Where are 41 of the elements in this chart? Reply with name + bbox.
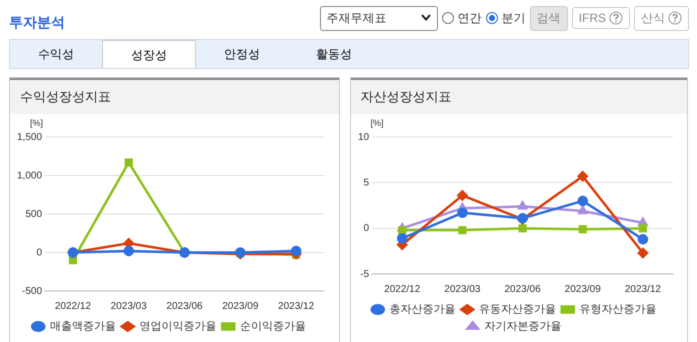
x-tick-label: 2022/12	[384, 284, 420, 295]
y-tick-label: 0	[363, 223, 370, 234]
y-tick-label: 500	[25, 208, 42, 220]
text: IFRS	[572, 7, 630, 29]
legend-label: 순이익증가율	[240, 320, 306, 333]
y-tick-label: -5	[360, 268, 370, 280]
y-axis-title: [%]	[30, 118, 44, 128]
legend-label: 총자산증가율	[388, 304, 455, 316]
text: 연간	[458, 10, 482, 26]
text: 산식	[634, 6, 689, 30]
text: 안정성	[223, 46, 261, 63]
legend-label: 유형자산증가율	[578, 304, 656, 316]
text: 성장성	[102, 40, 196, 68]
y-tick-label: 1,000	[16, 170, 42, 182]
chart-title: 자산성장성지표	[350, 78, 687, 114]
legend-label: 유동자산증가율	[478, 304, 556, 316]
x-tick-label: 2023/03	[110, 300, 148, 312]
x-tick-label: 2023/06	[166, 300, 204, 312]
legend-label: 영업이익증가율	[139, 320, 216, 333]
text: 활동성	[315, 46, 353, 63]
text: 검색	[530, 6, 568, 30]
x-tick-label: 2023/06	[504, 284, 541, 295]
x-tick-label: 2023/09	[222, 300, 259, 312]
y-axis-title: [%]	[370, 118, 384, 128]
y-tick-label: 0	[36, 247, 42, 258]
y-tick-label: 1,500	[16, 132, 42, 143]
legend-label: 매출액증가율	[50, 320, 116, 333]
x-tick-label: 2023/12	[278, 300, 315, 312]
x-tick-label: 2023/09	[564, 284, 601, 295]
chart-title: 수익성장성지표	[10, 78, 339, 114]
y-tick-label: 5	[363, 177, 370, 188]
x-tick-label: 2023/12	[624, 284, 661, 295]
text: 분기	[502, 10, 526, 26]
text: 수익성	[37, 46, 75, 63]
text: 주재무제표	[326, 10, 387, 26]
text: 투자분석	[9, 14, 65, 32]
x-tick-label: 2023/03	[444, 284, 480, 295]
y-tick-label: -500	[22, 286, 42, 297]
legend-label: 자기자본증가율	[484, 320, 561, 333]
y-tick-label: 10	[358, 132, 370, 143]
x-tick-label: 2022/12	[54, 300, 92, 312]
